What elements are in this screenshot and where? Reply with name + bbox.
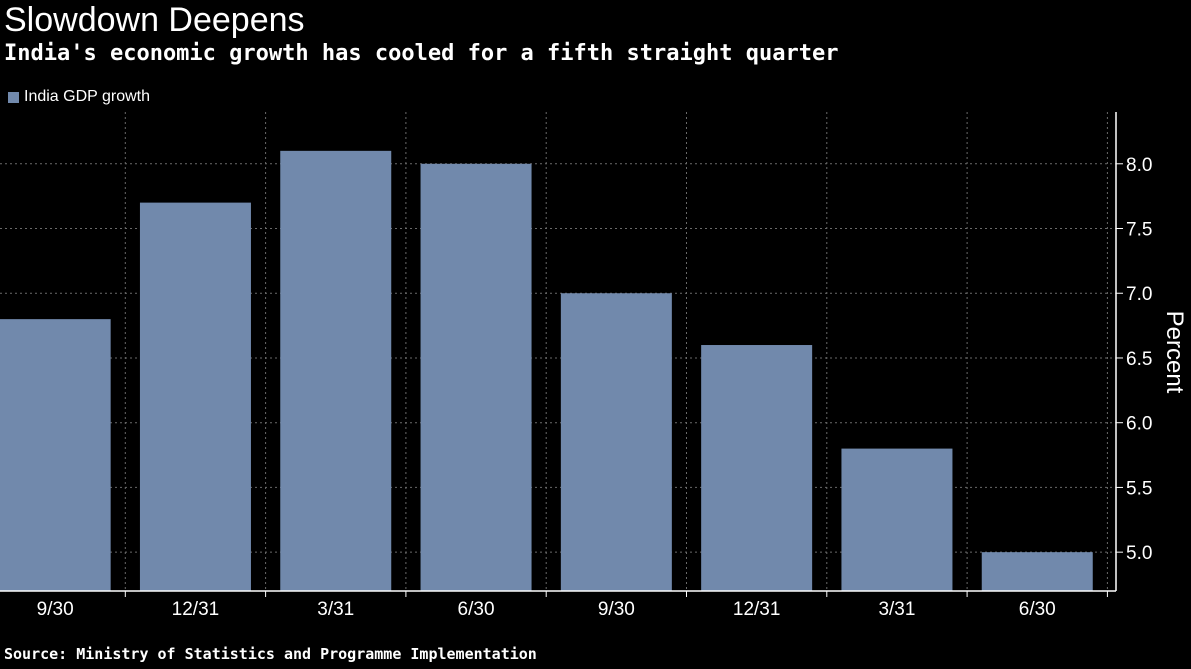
bar xyxy=(420,163,532,591)
x-tick-label: 3/31 xyxy=(878,599,915,620)
bar xyxy=(280,150,392,592)
y-tick-label: 6.5 xyxy=(1126,349,1152,370)
legend-swatch xyxy=(8,91,19,103)
chart-title: Slowdown Deepens xyxy=(4,1,305,39)
x-tick-label: 6/30 xyxy=(1019,599,1056,620)
x-tick-label: 12/31 xyxy=(172,599,220,620)
bar xyxy=(701,345,813,591)
y-tick-label: 6.0 xyxy=(1126,414,1152,435)
y-tick-label: 5.5 xyxy=(1126,478,1152,499)
legend-label: India GDP growth xyxy=(24,88,150,105)
x-tick-label: 12/31 xyxy=(733,599,781,620)
bar xyxy=(981,552,1093,591)
x-tick-label: 9/30 xyxy=(598,599,635,620)
legend: India GDP growth xyxy=(8,86,150,108)
bar xyxy=(560,293,672,591)
x-tick-label: 6/30 xyxy=(458,599,495,620)
bar xyxy=(0,319,111,591)
x-tick-label: 9/30 xyxy=(37,599,74,620)
y-axis-label: Percent xyxy=(1161,311,1188,394)
source-note: Source: Ministry of Statistics and Progr… xyxy=(4,645,537,663)
y-tick-label: 5.0 xyxy=(1126,543,1152,564)
bar xyxy=(139,202,251,591)
y-tick-label: 7.0 xyxy=(1126,284,1152,305)
y-tick-label: 7.5 xyxy=(1126,220,1152,241)
y-tick-label: 8.0 xyxy=(1126,155,1152,176)
bar xyxy=(841,448,953,591)
x-tick-label: 3/31 xyxy=(317,599,354,620)
chart-subtitle: India's economic growth has cooled for a… xyxy=(4,41,839,66)
